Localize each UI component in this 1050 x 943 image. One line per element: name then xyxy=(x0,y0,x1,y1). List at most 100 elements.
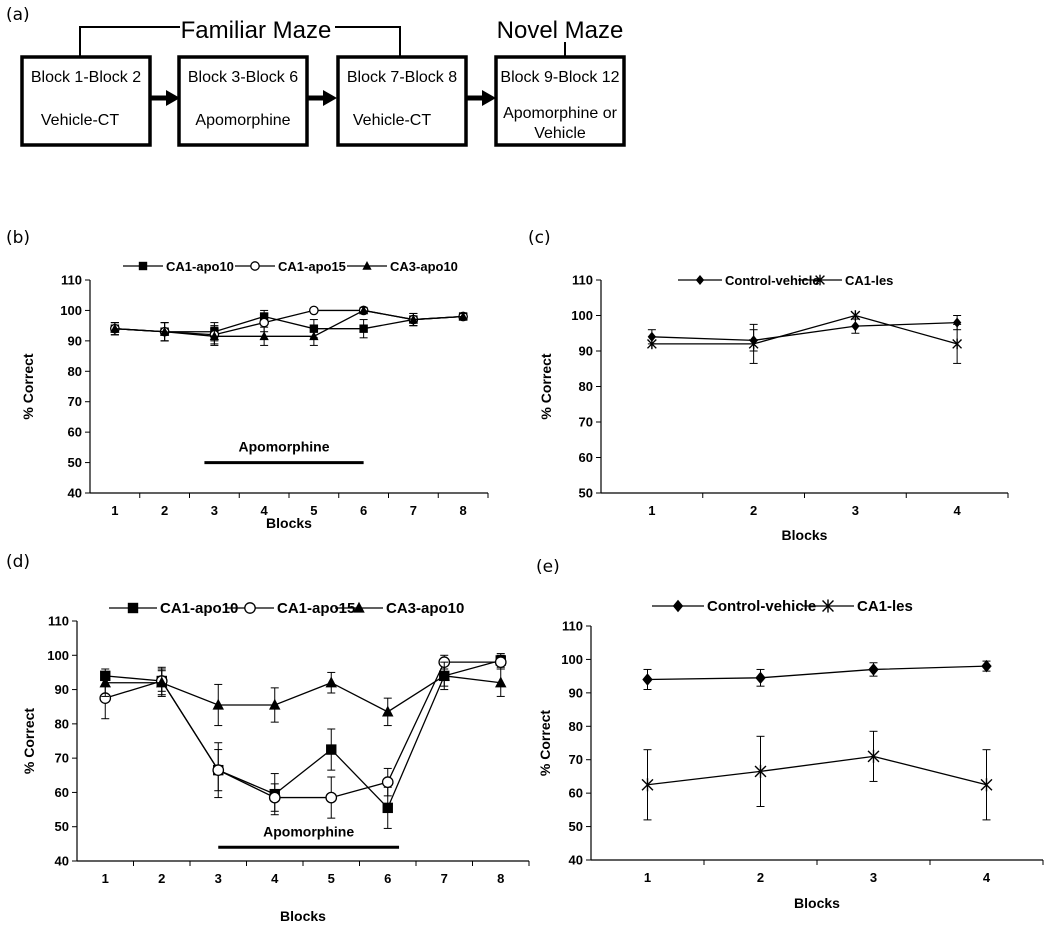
d-legend-marker-CA1-apo10 xyxy=(127,602,139,614)
d-point-CA1-apo15-8 xyxy=(494,656,507,668)
b-apomorphine-label: Apomorphine xyxy=(239,439,330,455)
b-point-CA3-apo10-7-shape xyxy=(408,314,418,324)
b-point-CA3-apo10-1 xyxy=(110,323,120,333)
d-line-CA3-apo10 xyxy=(105,675,501,713)
b-legend-marker-CA3-apo10-shape xyxy=(362,260,372,270)
c-xtick-label-2: 2 xyxy=(750,503,757,518)
d-xtick-label-5: 5 xyxy=(328,871,335,886)
d-point-CA3-apo10-4 xyxy=(269,698,281,710)
flow-box-1 xyxy=(20,55,152,147)
c-ytick-label-70: 70 xyxy=(579,415,593,430)
d-point-CA1-apo15-6 xyxy=(381,776,394,788)
c-point-Control-vehicle-4-shape xyxy=(952,317,962,328)
d-point-CA3-apo10-3-shape xyxy=(212,698,224,710)
flow-box-4-line1: Block 9-Block 12 xyxy=(500,69,619,86)
d-legend-label-CA1-apo15: CA1-apo15 xyxy=(277,600,355,617)
b-point-CA1-apo10-6 xyxy=(359,324,368,333)
c-point-Control-vehicle-3-shape xyxy=(851,321,860,332)
e-ytick-label-70: 70 xyxy=(569,752,583,767)
c-y-axis-label: % Correct xyxy=(538,353,554,419)
d-series-CA3-apo10 xyxy=(99,661,507,727)
b-point-CA3-apo10-8-shape xyxy=(458,311,468,321)
d-legend-marker-CA3-apo10 xyxy=(353,601,365,613)
flow-box-4-line3: Vehicle xyxy=(534,125,586,142)
d-xtick-label-8: 8 xyxy=(497,871,504,886)
panel-label-c: (c) xyxy=(528,228,551,248)
b-point-CA3-apo10-3 xyxy=(209,331,219,341)
b-series-CA3-apo10 xyxy=(110,305,468,346)
b-legend-label-CA1-apo15: CA1-apo15 xyxy=(278,259,346,274)
c-series-Control-vehicle xyxy=(647,315,962,352)
d-ytick-label-100: 100 xyxy=(47,648,69,663)
d-legend-marker-CA1-apo15-shape xyxy=(244,602,256,614)
c-ytick-label-110: 110 xyxy=(572,273,593,288)
d-point-CA1-apo10-5-shape xyxy=(326,744,337,755)
d-point-CA3-apo10-8-shape xyxy=(495,676,507,688)
flow-box-1-line2: Vehicle-CT xyxy=(41,112,119,129)
d-xtick-label-7: 7 xyxy=(441,871,448,886)
d-point-CA1-apo10-5 xyxy=(326,744,337,755)
d-point-CA3-apo10-2-shape xyxy=(156,676,168,688)
d-point-CA3-apo10-2 xyxy=(156,676,168,688)
b-legend-marker-CA1-apo10 xyxy=(138,261,148,271)
c-point-CA1-les-1 xyxy=(646,338,657,350)
d-xtick-label-6: 6 xyxy=(384,871,391,886)
b-point-CA3-apo10-4 xyxy=(259,331,269,341)
flow-arrow-3 xyxy=(466,90,496,106)
b-ytick-label-100: 100 xyxy=(60,303,82,318)
flow-box-3-line1: Block 7-Block 8 xyxy=(347,69,457,86)
d-x-axis-label: Blocks xyxy=(280,908,326,924)
d-legend-marker-CA1-apo15 xyxy=(244,602,256,614)
b-point-CA1-apo10-6-shape xyxy=(359,324,368,333)
e-point-Control-vehicle-3 xyxy=(868,663,879,676)
d-ytick-label-50: 50 xyxy=(55,819,69,834)
c-ytick-label-100: 100 xyxy=(571,308,593,323)
d-point-CA1-apo15-3 xyxy=(212,764,225,776)
e-y-axis-label: % Correct xyxy=(537,710,553,776)
e-ytick-label-80: 80 xyxy=(569,719,583,734)
b-point-CA3-apo10-5-shape xyxy=(309,331,319,341)
d-ytick-label-80: 80 xyxy=(55,716,69,731)
e-xtick-label-3: 3 xyxy=(870,870,877,885)
d-y-axis-label: % Correct xyxy=(21,708,37,774)
d-point-CA1-apo15-8-shape xyxy=(494,656,507,668)
d-point-CA3-apo10-7-shape xyxy=(438,669,450,681)
c-ytick-label-50: 50 xyxy=(579,486,593,501)
c-point-Control-vehicle-1-shape xyxy=(647,331,657,342)
panel-label-a: (a) xyxy=(6,5,30,25)
d-ytick-label-70: 70 xyxy=(55,751,69,766)
e-legend-marker-Control-vehicle xyxy=(672,599,684,613)
b-point-CA3-apo10-8 xyxy=(458,311,468,321)
c-legend-marker-Control-vehicle xyxy=(695,274,705,286)
d-point-CA1-apo10-6 xyxy=(382,802,393,814)
b-legend-label-CA3-apo10: CA3-apo10 xyxy=(390,259,458,274)
b-xtick-label-4: 4 xyxy=(261,503,269,518)
b-xtick-label-6: 6 xyxy=(360,503,367,518)
chart-d: 40 50 60 70 80 90 100 110 1 2 3 4 5 6 7 8 Blocks % Correc… xyxy=(21,600,530,924)
d-legend-label-CA3-apo10: CA3-apo10 xyxy=(386,600,464,617)
flow-box-2 xyxy=(177,55,309,147)
e-point-Control-vehicle-4 xyxy=(981,659,992,673)
b-point-CA3-apo10-2 xyxy=(160,326,170,336)
d-ytick-label-40: 40 xyxy=(55,854,69,869)
b-point-CA3-apo10-5 xyxy=(309,331,319,341)
flow-diagram: Familiar Maze Novel Maze Block 1-Block 2… xyxy=(20,17,626,147)
chart-e: 40 50 60 70 80 90 100 110 1 2 3 4 Blocks % Correct Con… xyxy=(537,598,1044,911)
d-point-CA1-apo15-5-shape xyxy=(325,791,338,804)
d-point-CA1-apo15-4 xyxy=(268,791,281,804)
d-point-CA3-apo10-4-shape xyxy=(269,698,281,710)
b-xtick-label-8: 8 xyxy=(460,503,467,518)
b-legend-marker-CA1-apo15-shape xyxy=(250,261,260,271)
d-legend: CA1-apo10 CA1-apo15 CA3-apo10 xyxy=(109,600,464,617)
c-xtick-label-1: 1 xyxy=(648,503,655,518)
flow-box-2-line2: Apomorphine xyxy=(195,112,290,129)
b-point-CA3-apo10-3-shape xyxy=(209,331,219,341)
d-point-CA3-apo10-1-shape xyxy=(99,676,111,688)
e-series-Control-vehicle xyxy=(642,659,992,691)
b-legend-marker-CA1-apo10-shape xyxy=(138,261,148,271)
c-point-CA1-les-2 xyxy=(748,338,759,350)
d-point-CA3-apo10-8 xyxy=(495,676,507,688)
c-legend: Control-vehicle CA1-les xyxy=(678,273,893,288)
e-line-Control-vehicle xyxy=(647,665,987,681)
c-point-Control-vehicle-3 xyxy=(851,321,860,332)
